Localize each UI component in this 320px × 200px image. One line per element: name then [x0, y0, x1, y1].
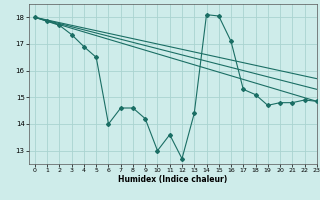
- X-axis label: Humidex (Indice chaleur): Humidex (Indice chaleur): [118, 175, 228, 184]
